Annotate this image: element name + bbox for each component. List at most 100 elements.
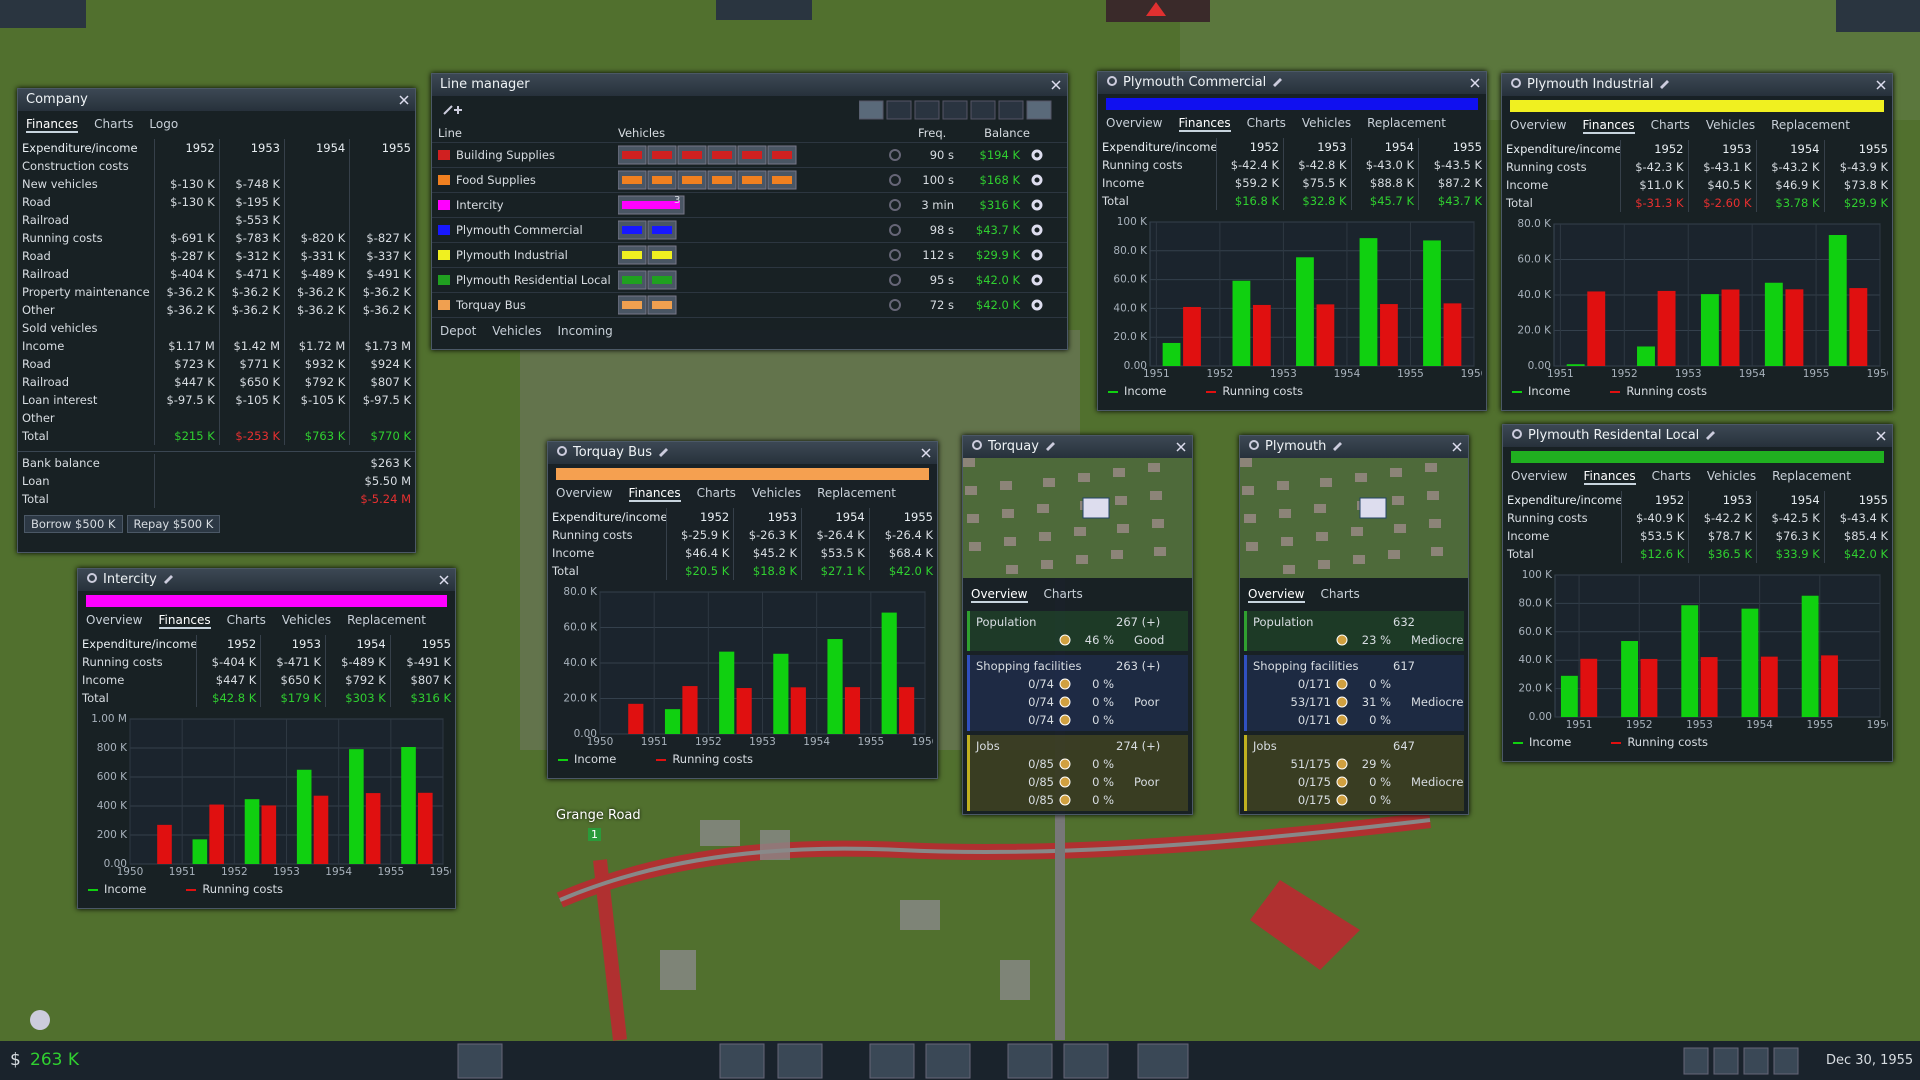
line-row[interactable]: Plymouth Industrial 112 s $29.9 K [432,243,1067,268]
close-button[interactable] [399,95,409,105]
icon [1336,758,1348,770]
button[interactable]: Borrow $500 K [24,515,123,533]
finance-table: Bank balance $263 K Loan $5.50 M Total $-5.24… [18,454,415,508]
close-button[interactable] [1051,80,1061,90]
y-tick-label: 600 K [97,771,128,783]
tab[interactable]: Replacement [1367,116,1446,130]
bus-stop [1082,497,1110,519]
icon [1240,458,1468,578]
tab[interactable]: Replacement [817,486,896,500]
tab[interactable]: Charts [1651,469,1691,483]
line-row[interactable]: Torquay Bus 72 s $42.0 K [432,293,1067,318]
legend-swatch [186,888,197,891]
y-tick-label: 800 K [97,742,128,754]
tab[interactable]: Charts [1043,587,1083,601]
close-button[interactable] [439,575,449,585]
icon [963,458,1192,578]
line-row[interactable]: Food Supplies 100 s $168 K [432,168,1067,193]
tab[interactable]: Vehicles [281,613,332,627]
table-row: Loan $5.50 M [18,472,415,490]
window: Plymouth Industrial Overview Finances Chart… [1501,73,1893,411]
title-bar: Plymouth [1240,436,1468,458]
close-button[interactable] [1176,442,1186,452]
tab[interactable]: Logo [149,117,179,131]
tab[interactable]: Incoming [557,324,613,338]
tab[interactable]: Charts [1650,118,1690,132]
header-cell: Expenditure/income [552,510,666,524]
table-cell [283,319,350,337]
title-bar: Torquay [963,436,1192,458]
legend-item: Running costs [186,880,283,898]
tab[interactable]: Finances [1582,118,1635,134]
table-cell: $45.7 K [1350,192,1419,210]
icon [1031,274,1043,286]
hud: $ 263 K Dec 30, 1955 [0,1041,1920,1080]
percent: 0 % [1092,695,1114,709]
tab[interactable]: Finances [1583,469,1636,485]
table-cell [218,157,285,175]
table-cell: $792 K [325,671,391,689]
tab[interactable]: Depot [440,324,477,338]
table-cell: Loan interest [22,393,98,407]
vehicle-body [652,301,672,309]
table-row: Railroad $-553 K [18,211,415,229]
tab[interactable]: Replacement [1771,118,1850,132]
tab[interactable]: Overview [86,613,143,627]
tab[interactable]: Vehicles [1301,116,1352,130]
tab[interactable]: Overview [1248,587,1305,603]
tab[interactable]: Overview [556,486,613,500]
icon [1336,776,1348,788]
tab[interactable]: Vehicles [492,324,542,338]
line-row[interactable]: Plymouth Residential Local 95 s $42.0 K [432,268,1067,293]
tab[interactable]: Overview [1106,116,1163,130]
house [963,458,975,467]
tab[interactable]: Finances [26,117,79,133]
close-button[interactable] [1876,431,1886,441]
tab[interactable]: Charts [696,486,736,500]
header-cell: 1954 [283,139,350,157]
tab[interactable]: Overview [1511,469,1568,483]
table-cell: Income [552,546,595,560]
tab[interactable]: Finances [628,486,681,502]
tab[interactable]: Overview [971,587,1028,603]
x-tick-label: 1953 [273,866,300,878]
tab[interactable]: Charts [1320,587,1360,601]
bar [365,793,381,864]
filter-button [970,100,996,120]
tab[interactable]: Overview [1510,118,1567,132]
bar [1637,346,1655,366]
close-button[interactable] [1876,80,1886,90]
table-cell: $27.1 K [801,562,870,580]
window: Plymouth Commercial Overview Finances Chart… [1097,71,1487,411]
tab[interactable]: Replacement [1772,469,1851,483]
line-row[interactable]: Plymouth Commercial 98 s $43.7 K [432,218,1067,243]
tab[interactable]: Vehicles [1706,469,1757,483]
header-cell: Expenditure/income [1507,493,1621,507]
legend-swatch [1108,390,1118,393]
tab[interactable]: Replacement [347,613,426,627]
filter-button [886,100,912,120]
tab[interactable]: Charts [94,117,134,131]
tab[interactable]: Charts [226,613,266,627]
line-row[interactable]: Building Supplies 90 s $194 K [432,143,1067,168]
close-button[interactable] [1470,78,1480,88]
house [1043,478,1055,487]
percent: 31 % [1361,695,1391,709]
line-row[interactable]: Intercity 3 3 min $316 K [432,193,1067,218]
table-cell: $42.0 K [1823,545,1892,563]
stat-row: 0/85 0 % [976,791,1182,809]
tab[interactable]: Finances [1178,116,1231,132]
header-cell: 1953 [1688,491,1757,509]
tab[interactable]: Vehicles [751,486,802,500]
button[interactable]: Repay $500 K [126,515,221,533]
tab[interactable]: Finances [158,613,211,629]
close-button[interactable] [921,448,931,458]
legend-swatch [1206,390,1217,393]
y-tick-label: 40.0 K [1518,654,1553,666]
tab[interactable]: Vehicles [1705,118,1756,132]
close-button[interactable] [1452,442,1462,452]
line-color [438,225,450,235]
window: Company Finances Charts Logo Expenditure/inc… [17,88,416,553]
tab[interactable]: Charts [1246,116,1286,130]
table-cell: Railroad [22,375,70,389]
